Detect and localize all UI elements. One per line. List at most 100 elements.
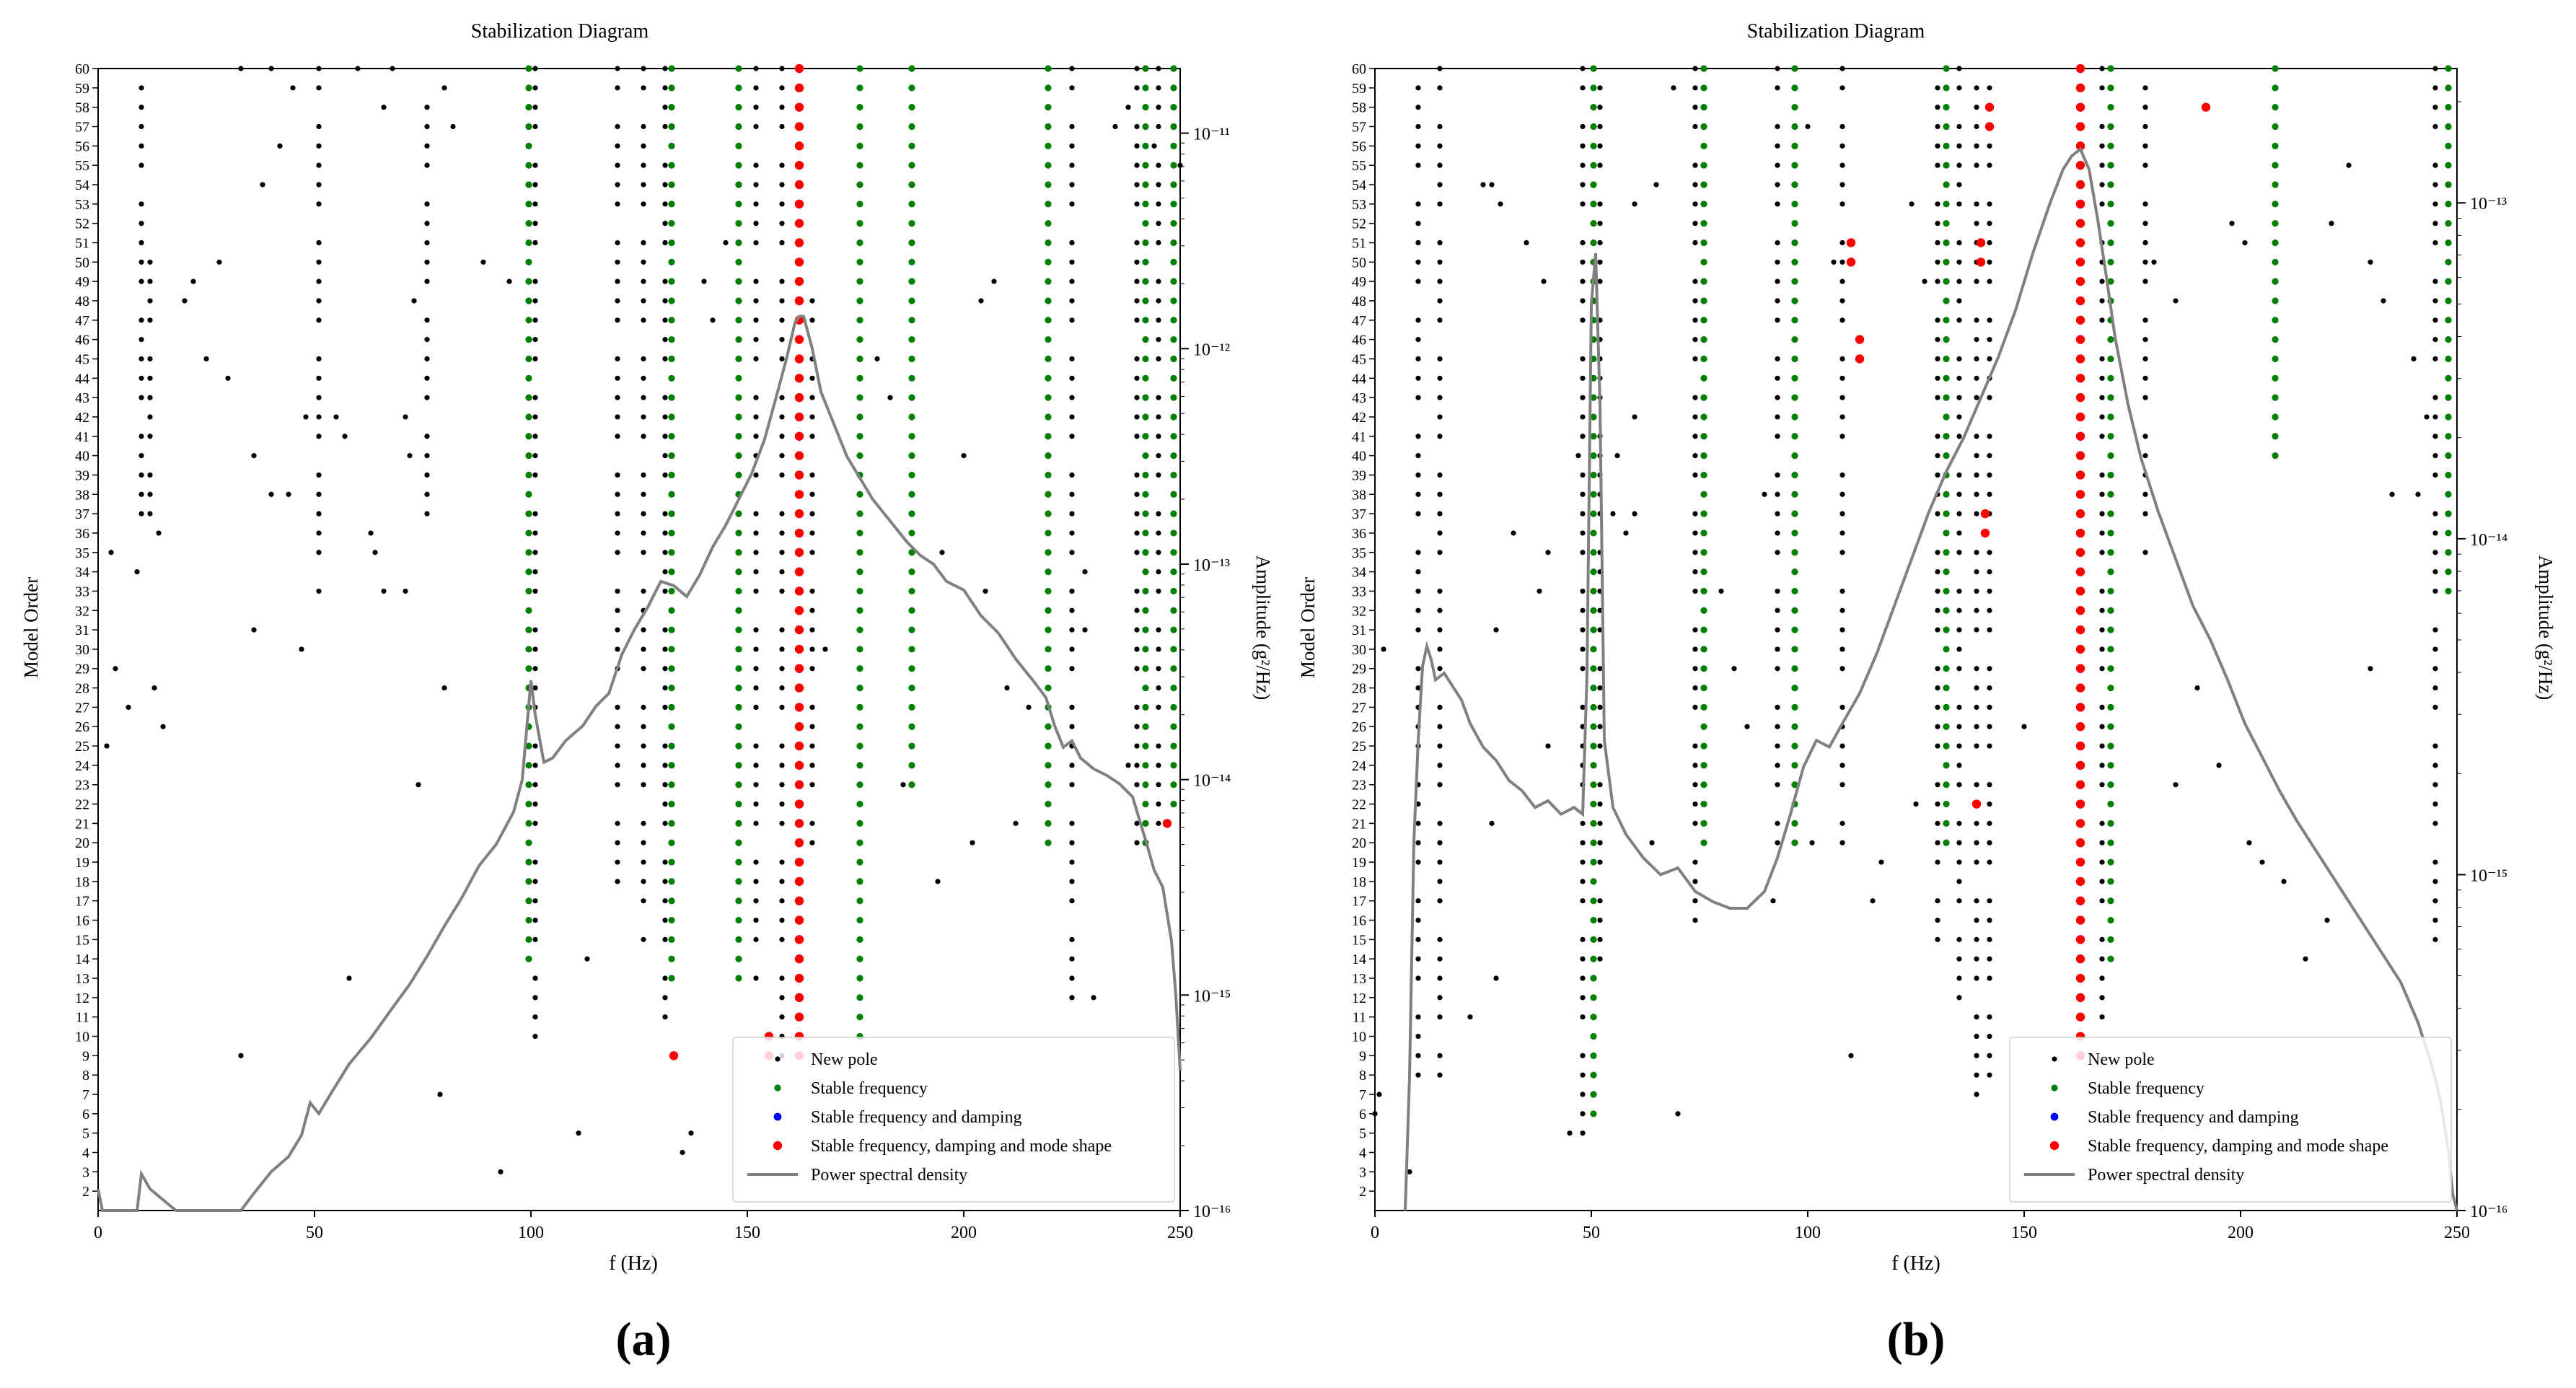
new-pole-point xyxy=(1125,763,1131,768)
new-pole-point xyxy=(316,85,322,91)
stable-full-point xyxy=(669,1051,679,1060)
stable-full-point xyxy=(2075,683,2085,693)
new-pole-point xyxy=(316,66,322,71)
new-pole-point xyxy=(1134,511,1140,517)
stable-frequency-point xyxy=(1170,258,1177,265)
stable-frequency-point xyxy=(1170,587,1177,595)
stable-full-point xyxy=(794,664,804,673)
new-pole-point xyxy=(809,627,815,633)
stable-frequency-point xyxy=(1142,374,1149,382)
stable-frequency-point xyxy=(1590,84,1597,92)
new-pole-point xyxy=(1437,1072,1443,1078)
new-pole-point xyxy=(641,298,646,304)
new-pole-point xyxy=(1987,356,1992,362)
new-pole-point xyxy=(1987,1033,1992,1040)
y2-tick-label: 10⁻¹³ xyxy=(1193,556,1230,575)
y-tick-label: 10 xyxy=(75,1029,89,1045)
new-pole-point xyxy=(2432,221,2438,227)
x-tick-label: 50 xyxy=(306,1224,323,1242)
new-pole-point xyxy=(1134,743,1140,749)
stable-frequency-point xyxy=(1590,762,1597,769)
stable-frequency-point xyxy=(1590,839,1597,846)
new-pole-point xyxy=(1956,724,1962,729)
stable-frequency-point xyxy=(2272,181,2279,188)
new-pole-point xyxy=(615,123,620,130)
stable-full-point xyxy=(2075,935,2085,944)
new-pole-point xyxy=(688,1130,694,1136)
stable-frequency-point xyxy=(1045,123,1052,131)
stable-frequency-point xyxy=(1590,703,1597,711)
y-tick-label: 36 xyxy=(1352,526,1366,542)
stable-frequency-point xyxy=(2445,84,2452,92)
new-pole-point xyxy=(2142,491,2148,497)
new-pole-point xyxy=(1134,646,1140,652)
new-pole-point xyxy=(809,414,815,420)
new-pole-point xyxy=(424,337,430,343)
y-tick-label: 4 xyxy=(1359,1146,1366,1161)
new-pole-point xyxy=(576,1130,581,1136)
stable-frequency-point xyxy=(1700,336,1707,343)
new-pole-point xyxy=(2099,143,2105,149)
new-pole-point xyxy=(2142,434,2148,439)
new-pole-point xyxy=(1597,143,1603,149)
stable-frequency-point xyxy=(735,587,742,595)
new-pole-point xyxy=(1580,530,1586,536)
stable-frequency-point xyxy=(856,104,863,111)
stable-frequency-point xyxy=(2107,723,2114,730)
new-pole-point xyxy=(2142,337,2148,343)
new-pole-point xyxy=(1134,278,1140,284)
new-pole-point xyxy=(532,801,538,807)
new-pole-point xyxy=(1974,453,1979,459)
y-tick-label: 8 xyxy=(82,1068,89,1084)
stable-frequency-point xyxy=(908,491,915,498)
new-pole-point xyxy=(1580,201,1586,207)
stable-frequency-point xyxy=(525,936,532,943)
stable-frequency-point xyxy=(1590,220,1597,227)
new-pole-point xyxy=(1935,607,1940,613)
stable-full-point xyxy=(2075,606,2085,615)
stable-frequency-point xyxy=(1170,781,1177,789)
new-pole-point xyxy=(779,298,785,304)
new-pole-point xyxy=(2099,317,2105,323)
new-pole-point xyxy=(779,201,785,207)
legend-box xyxy=(2009,1037,2452,1203)
stable-frequency-point xyxy=(856,84,863,92)
stable-frequency-point xyxy=(1943,355,1950,363)
new-pole-point xyxy=(809,317,815,323)
new-pole-point xyxy=(147,491,153,497)
stable-frequency-point xyxy=(2445,123,2452,131)
new-pole-point xyxy=(1775,666,1780,672)
stable-full-point xyxy=(794,760,804,770)
new-pole-point xyxy=(1922,278,1927,284)
stable-frequency-point xyxy=(668,258,675,265)
new-pole-point xyxy=(641,162,646,168)
stable-frequency-point xyxy=(1590,65,1597,72)
new-pole-point xyxy=(1580,1014,1586,1020)
stable-frequency-point xyxy=(1142,510,1149,517)
new-pole-point xyxy=(1935,859,1940,865)
new-pole-point xyxy=(1935,898,1940,904)
new-pole-point xyxy=(1775,259,1780,265)
new-pole-point xyxy=(1580,123,1586,130)
new-pole-point xyxy=(753,472,759,478)
stable-frequency-point xyxy=(1700,607,1707,614)
new-pole-point xyxy=(779,859,785,865)
new-pole-point xyxy=(662,317,668,323)
stable-frequency-point xyxy=(668,355,675,363)
new-pole-point xyxy=(1935,375,1940,381)
stable-frequency-point xyxy=(2107,201,2114,208)
stable-frequency-point xyxy=(1943,587,1950,595)
stable-frequency-point xyxy=(2445,433,2452,440)
new-pole-point xyxy=(1580,472,1586,478)
panel-b: Stabilization Diagram Model Order Amplit… xyxy=(1297,20,2557,1366)
y-tick-label: 31 xyxy=(1352,623,1366,638)
stable-frequency-point xyxy=(525,646,532,653)
stable-frequency-point xyxy=(1045,452,1052,460)
stable-frequency-point xyxy=(1943,394,1950,401)
legend-marker xyxy=(2050,1112,2059,1121)
new-pole-point xyxy=(701,278,707,284)
new-pole-point xyxy=(753,278,759,284)
stable-frequency-point xyxy=(1045,394,1052,401)
stable-frequency-point xyxy=(2107,858,2114,866)
stable-frequency-point xyxy=(2272,452,2279,460)
